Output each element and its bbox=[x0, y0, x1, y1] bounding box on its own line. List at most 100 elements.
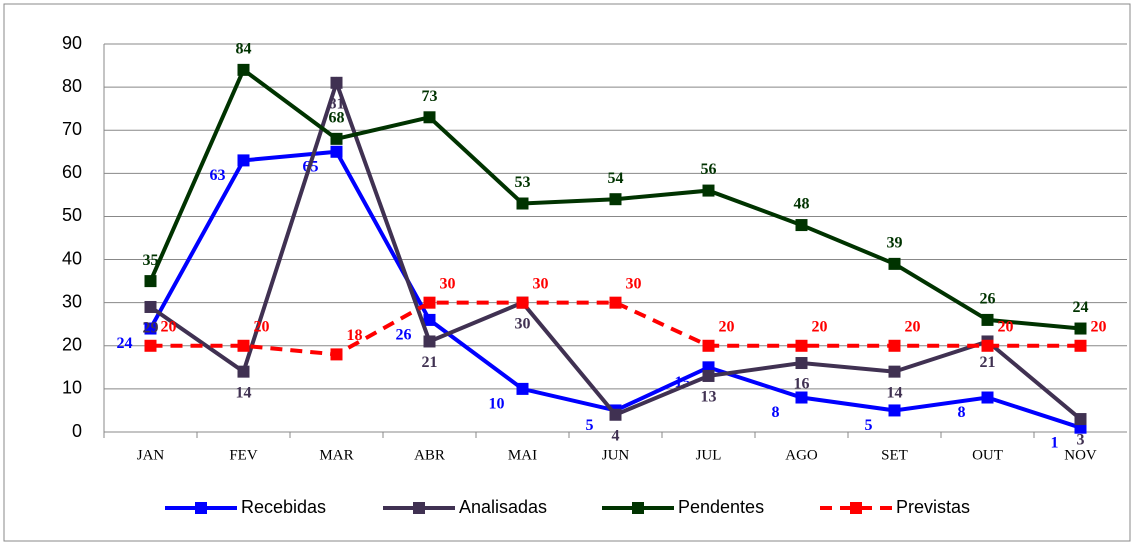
data-label: 26 bbox=[980, 291, 996, 308]
y-tick-label: 0 bbox=[72, 421, 82, 441]
legend-label: Previstas bbox=[896, 497, 970, 517]
marker bbox=[423, 111, 436, 124]
data-label: 30 bbox=[440, 275, 456, 292]
marker bbox=[981, 339, 994, 352]
x-tick-label: SET bbox=[881, 447, 908, 463]
marker bbox=[702, 339, 715, 352]
marker bbox=[888, 365, 901, 378]
marker bbox=[516, 382, 529, 395]
marker bbox=[795, 219, 808, 232]
x-tick-label: NOV bbox=[1064, 447, 1097, 463]
data-label: 30 bbox=[626, 275, 642, 292]
x-tick-label: ABR bbox=[414, 447, 445, 463]
marker bbox=[330, 145, 343, 158]
data-label: 21 bbox=[980, 354, 996, 371]
data-label: 56 bbox=[701, 161, 717, 178]
data-label: 20 bbox=[905, 318, 921, 335]
legend-label: Pendentes bbox=[678, 497, 764, 517]
y-tick-label: 40 bbox=[62, 248, 82, 268]
x-tick-label: JUL bbox=[696, 447, 722, 463]
x-tick-label: OUT bbox=[972, 447, 1003, 463]
marker bbox=[330, 348, 343, 361]
y-tick-label: 10 bbox=[62, 378, 82, 398]
marker bbox=[237, 339, 250, 352]
marker bbox=[330, 76, 343, 89]
x-tick-label: AGO bbox=[785, 447, 818, 463]
x-tick-label: JAN bbox=[137, 447, 165, 463]
marker bbox=[144, 322, 157, 335]
data-label: 53 bbox=[515, 174, 531, 191]
data-label: 24 bbox=[1073, 299, 1089, 316]
marker bbox=[423, 296, 436, 309]
data-label: 21 bbox=[422, 354, 438, 371]
marker bbox=[795, 391, 808, 404]
marker bbox=[237, 63, 250, 76]
data-label: 39 bbox=[887, 235, 903, 252]
data-label: 24 bbox=[117, 335, 133, 352]
data-label: 20 bbox=[1091, 318, 1107, 335]
data-label: 13 bbox=[701, 389, 717, 406]
legend-marker bbox=[195, 502, 207, 514]
data-label: 18 bbox=[347, 327, 363, 344]
data-label: 8 bbox=[772, 404, 780, 421]
marker bbox=[888, 257, 901, 270]
y-tick-label: 30 bbox=[62, 291, 82, 311]
data-label: 10 bbox=[489, 396, 505, 413]
data-label: 5 bbox=[865, 417, 873, 434]
y-tick-label: 50 bbox=[62, 205, 82, 225]
legend-label: Recebidas bbox=[241, 497, 326, 517]
marker bbox=[516, 197, 529, 210]
marker bbox=[144, 300, 157, 313]
data-label: 73 bbox=[422, 88, 438, 105]
data-label: 54 bbox=[608, 170, 624, 187]
y-tick-label: 90 bbox=[62, 33, 82, 53]
data-label: 26 bbox=[396, 327, 412, 344]
data-label: 63 bbox=[210, 167, 226, 184]
marker bbox=[702, 369, 715, 382]
data-label: 20 bbox=[719, 318, 735, 335]
legend-marker bbox=[850, 502, 862, 514]
marker bbox=[888, 404, 901, 417]
marker bbox=[516, 296, 529, 309]
marker bbox=[423, 313, 436, 326]
data-label: 20 bbox=[254, 318, 270, 335]
data-label: 35 bbox=[143, 252, 159, 269]
data-label: 16 bbox=[794, 376, 810, 393]
data-label: 84 bbox=[236, 41, 252, 58]
x-tick-label: MAR bbox=[319, 447, 353, 463]
marker bbox=[888, 339, 901, 352]
data-label: 4 bbox=[612, 427, 620, 444]
y-tick-label: 60 bbox=[62, 162, 82, 182]
marker bbox=[795, 339, 808, 352]
x-tick-label: JUN bbox=[602, 447, 630, 463]
data-label: 30 bbox=[515, 315, 531, 332]
marker bbox=[1074, 339, 1087, 352]
legend-marker bbox=[632, 502, 644, 514]
y-tick-label: 70 bbox=[62, 119, 82, 139]
marker bbox=[981, 313, 994, 326]
data-label: 30 bbox=[533, 275, 549, 292]
data-label: 20 bbox=[812, 318, 828, 335]
marker bbox=[423, 335, 436, 348]
marker bbox=[1074, 413, 1087, 426]
x-tick-label: FEV bbox=[229, 447, 258, 463]
x-tick-label: MAI bbox=[508, 447, 537, 463]
marker bbox=[144, 275, 157, 288]
marker bbox=[237, 365, 250, 378]
chart-border bbox=[3, 3, 1131, 542]
y-tick-label: 80 bbox=[62, 76, 82, 96]
data-label: 1 bbox=[1051, 434, 1059, 451]
marker bbox=[144, 339, 157, 352]
marker bbox=[609, 193, 622, 206]
data-label: 14 bbox=[887, 384, 903, 401]
data-label: 8 bbox=[958, 404, 966, 421]
data-label: 68 bbox=[329, 110, 345, 127]
marker bbox=[609, 408, 622, 421]
data-label: 14 bbox=[236, 384, 252, 401]
legend-label: Analisadas bbox=[459, 497, 547, 517]
marker bbox=[237, 154, 250, 167]
marker bbox=[702, 184, 715, 197]
data-label: 29 bbox=[143, 320, 159, 337]
data-label: 48 bbox=[794, 196, 810, 213]
